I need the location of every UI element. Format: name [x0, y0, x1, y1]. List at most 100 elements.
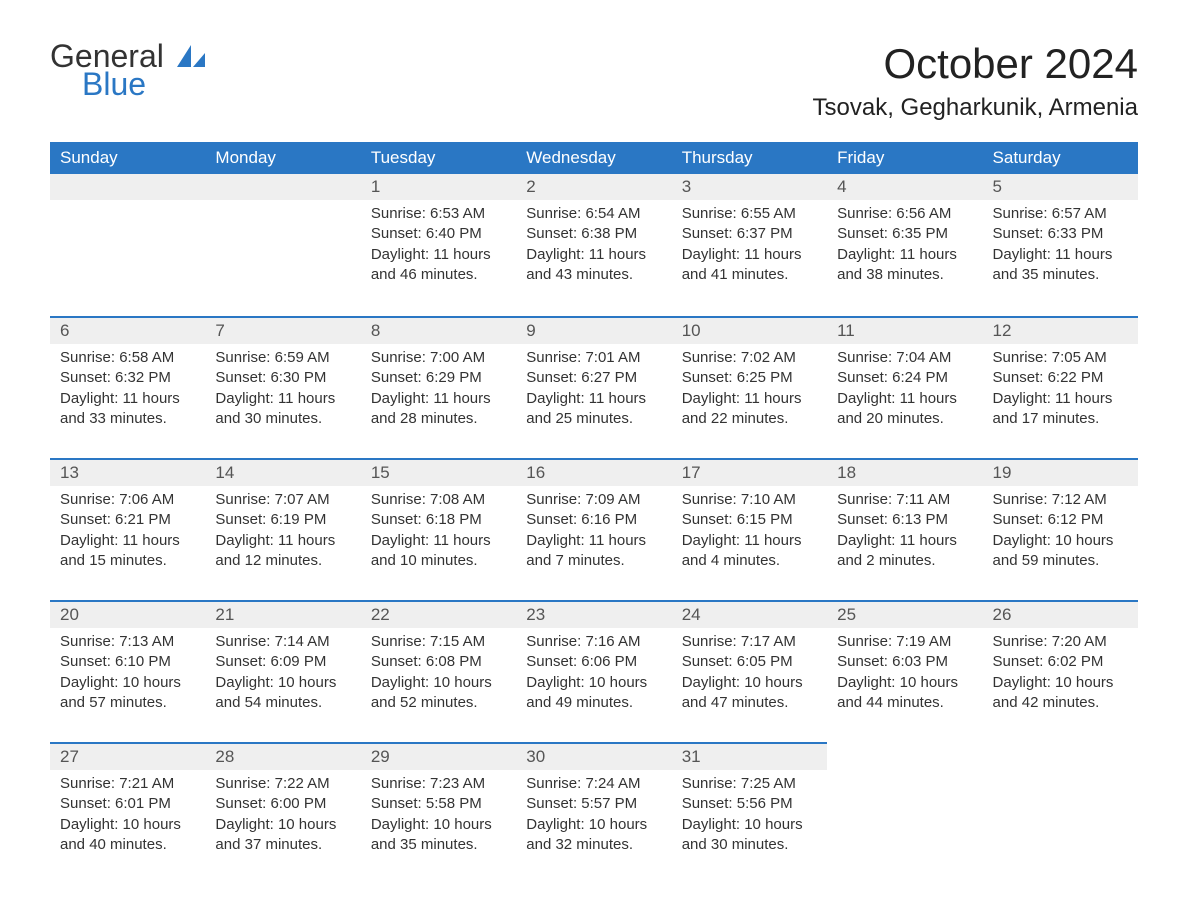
- sunset-line: Sunset: 6:40 PM: [371, 224, 506, 244]
- daylight-line: Daylight: 11 hours and 28 minutes.: [371, 389, 506, 430]
- calendar-cell: 30Sunrise: 7:24 AMSunset: 5:57 PMDayligh…: [516, 742, 671, 884]
- day-number: 5: [983, 174, 1138, 200]
- sunrise-line: Sunrise: 7:13 AM: [60, 632, 195, 652]
- day-body: Sunrise: 6:58 AMSunset: 6:32 PMDaylight:…: [50, 344, 205, 437]
- daylight-line: Daylight: 11 hours and 30 minutes.: [215, 389, 350, 430]
- day-body: Sunrise: 7:10 AMSunset: 6:15 PMDaylight:…: [672, 486, 827, 579]
- calendar-cell: 7Sunrise: 6:59 AMSunset: 6:30 PMDaylight…: [205, 316, 360, 458]
- calendar-cell: [983, 742, 1138, 884]
- sunrise-line: Sunrise: 7:17 AM: [682, 632, 817, 652]
- calendar-cell: 4Sunrise: 6:56 AMSunset: 6:35 PMDaylight…: [827, 174, 982, 316]
- day-number: 2: [516, 174, 671, 200]
- calendar-cell: 25Sunrise: 7:19 AMSunset: 6:03 PMDayligh…: [827, 600, 982, 742]
- day-body: Sunrise: 7:06 AMSunset: 6:21 PMDaylight:…: [50, 486, 205, 579]
- sunset-line: Sunset: 5:56 PM: [682, 794, 817, 814]
- calendar-cell: [50, 174, 205, 316]
- day-number: 18: [827, 458, 982, 486]
- day-number: 3: [672, 174, 827, 200]
- day-body: Sunrise: 7:21 AMSunset: 6:01 PMDaylight:…: [50, 770, 205, 863]
- daylight-line: Daylight: 11 hours and 43 minutes.: [526, 245, 661, 286]
- day-body: Sunrise: 7:20 AMSunset: 6:02 PMDaylight:…: [983, 628, 1138, 721]
- day-number: 27: [50, 742, 205, 770]
- day-number: 28: [205, 742, 360, 770]
- weekday-header: Saturday: [983, 142, 1138, 174]
- day-number: 9: [516, 316, 671, 344]
- daylight-line: Daylight: 11 hours and 7 minutes.: [526, 531, 661, 572]
- day-body: Sunrise: 7:15 AMSunset: 6:08 PMDaylight:…: [361, 628, 516, 721]
- day-body: Sunrise: 7:13 AMSunset: 6:10 PMDaylight:…: [50, 628, 205, 721]
- calendar-cell: 9Sunrise: 7:01 AMSunset: 6:27 PMDaylight…: [516, 316, 671, 458]
- day-number: 31: [672, 742, 827, 770]
- day-number: 12: [983, 316, 1138, 344]
- sunrise-line: Sunrise: 7:09 AM: [526, 490, 661, 510]
- sunrise-line: Sunrise: 6:56 AM: [837, 204, 972, 224]
- day-body: Sunrise: 7:24 AMSunset: 5:57 PMDaylight:…: [516, 770, 671, 863]
- daylight-line: Daylight: 10 hours and 47 minutes.: [682, 673, 817, 714]
- calendar-cell: [205, 174, 360, 316]
- calendar-cell: 16Sunrise: 7:09 AMSunset: 6:16 PMDayligh…: [516, 458, 671, 600]
- daylight-line: Daylight: 10 hours and 44 minutes.: [837, 673, 972, 714]
- sunset-line: Sunset: 6:16 PM: [526, 510, 661, 530]
- daylight-line: Daylight: 11 hours and 20 minutes.: [837, 389, 972, 430]
- day-body: Sunrise: 6:59 AMSunset: 6:30 PMDaylight:…: [205, 344, 360, 437]
- day-body: Sunrise: 7:23 AMSunset: 5:58 PMDaylight:…: [361, 770, 516, 863]
- daylight-line: Daylight: 11 hours and 22 minutes.: [682, 389, 817, 430]
- calendar-cell: 11Sunrise: 7:04 AMSunset: 6:24 PMDayligh…: [827, 316, 982, 458]
- sunrise-line: Sunrise: 7:06 AM: [60, 490, 195, 510]
- day-body: [827, 768, 982, 780]
- sunrise-line: Sunrise: 7:11 AM: [837, 490, 972, 510]
- sunset-line: Sunset: 6:32 PM: [60, 368, 195, 388]
- day-body: Sunrise: 7:14 AMSunset: 6:09 PMDaylight:…: [205, 628, 360, 721]
- sunset-line: Sunset: 6:38 PM: [526, 224, 661, 244]
- day-body: Sunrise: 7:09 AMSunset: 6:16 PMDaylight:…: [516, 486, 671, 579]
- sunrise-line: Sunrise: 7:25 AM: [682, 774, 817, 794]
- daylight-line: Daylight: 11 hours and 2 minutes.: [837, 531, 972, 572]
- calendar-head: SundayMondayTuesdayWednesdayThursdayFrid…: [50, 142, 1138, 174]
- daylight-line: Daylight: 11 hours and 25 minutes.: [526, 389, 661, 430]
- day-number: [50, 174, 205, 200]
- daylight-line: Daylight: 10 hours and 42 minutes.: [993, 673, 1128, 714]
- day-number: 1: [361, 174, 516, 200]
- header: General Blue October 2024 Tsovak, Geghar…: [50, 40, 1138, 134]
- calendar-table: SundayMondayTuesdayWednesdayThursdayFrid…: [50, 142, 1138, 884]
- day-body: Sunrise: 7:19 AMSunset: 6:03 PMDaylight:…: [827, 628, 982, 721]
- location: Tsovak, Gegharkunik, Armenia: [813, 94, 1139, 122]
- sunrise-line: Sunrise: 7:12 AM: [993, 490, 1128, 510]
- daylight-line: Daylight: 11 hours and 4 minutes.: [682, 531, 817, 572]
- weekday-header: Wednesday: [516, 142, 671, 174]
- day-number: 25: [827, 600, 982, 628]
- day-body: Sunrise: 6:54 AMSunset: 6:38 PMDaylight:…: [516, 200, 671, 293]
- sunset-line: Sunset: 6:08 PM: [371, 652, 506, 672]
- daylight-line: Daylight: 10 hours and 30 minutes.: [682, 815, 817, 856]
- daylight-line: Daylight: 11 hours and 35 minutes.: [993, 245, 1128, 286]
- calendar-cell: 1Sunrise: 6:53 AMSunset: 6:40 PMDaylight…: [361, 174, 516, 316]
- sunrise-line: Sunrise: 7:14 AM: [215, 632, 350, 652]
- sunset-line: Sunset: 6:37 PM: [682, 224, 817, 244]
- daylight-line: Daylight: 10 hours and 37 minutes.: [215, 815, 350, 856]
- day-body: Sunrise: 7:05 AMSunset: 6:22 PMDaylight:…: [983, 344, 1138, 437]
- day-number: 19: [983, 458, 1138, 486]
- daylight-line: Daylight: 10 hours and 32 minutes.: [526, 815, 661, 856]
- daylight-line: Daylight: 10 hours and 59 minutes.: [993, 531, 1128, 572]
- sunrise-line: Sunrise: 6:53 AM: [371, 204, 506, 224]
- sunset-line: Sunset: 6:29 PM: [371, 368, 506, 388]
- day-body: Sunrise: 7:17 AMSunset: 6:05 PMDaylight:…: [672, 628, 827, 721]
- day-body: Sunrise: 7:16 AMSunset: 6:06 PMDaylight:…: [516, 628, 671, 721]
- calendar-cell: 19Sunrise: 7:12 AMSunset: 6:12 PMDayligh…: [983, 458, 1138, 600]
- sunset-line: Sunset: 6:13 PM: [837, 510, 972, 530]
- sunrise-line: Sunrise: 7:05 AM: [993, 348, 1128, 368]
- calendar-cell: 24Sunrise: 7:17 AMSunset: 6:05 PMDayligh…: [672, 600, 827, 742]
- calendar-cell: 27Sunrise: 7:21 AMSunset: 6:01 PMDayligh…: [50, 742, 205, 884]
- calendar-cell: 8Sunrise: 7:00 AMSunset: 6:29 PMDaylight…: [361, 316, 516, 458]
- sunset-line: Sunset: 6:18 PM: [371, 510, 506, 530]
- sunrise-line: Sunrise: 7:20 AM: [993, 632, 1128, 652]
- day-body: [983, 768, 1138, 780]
- calendar-cell: 17Sunrise: 7:10 AMSunset: 6:15 PMDayligh…: [672, 458, 827, 600]
- calendar-cell: 23Sunrise: 7:16 AMSunset: 6:06 PMDayligh…: [516, 600, 671, 742]
- day-body: Sunrise: 7:02 AMSunset: 6:25 PMDaylight:…: [672, 344, 827, 437]
- day-body: Sunrise: 6:56 AMSunset: 6:35 PMDaylight:…: [827, 200, 982, 293]
- month-title: October 2024: [813, 40, 1139, 88]
- sunrise-line: Sunrise: 7:02 AM: [682, 348, 817, 368]
- sunset-line: Sunset: 5:58 PM: [371, 794, 506, 814]
- sunrise-line: Sunrise: 7:21 AM: [60, 774, 195, 794]
